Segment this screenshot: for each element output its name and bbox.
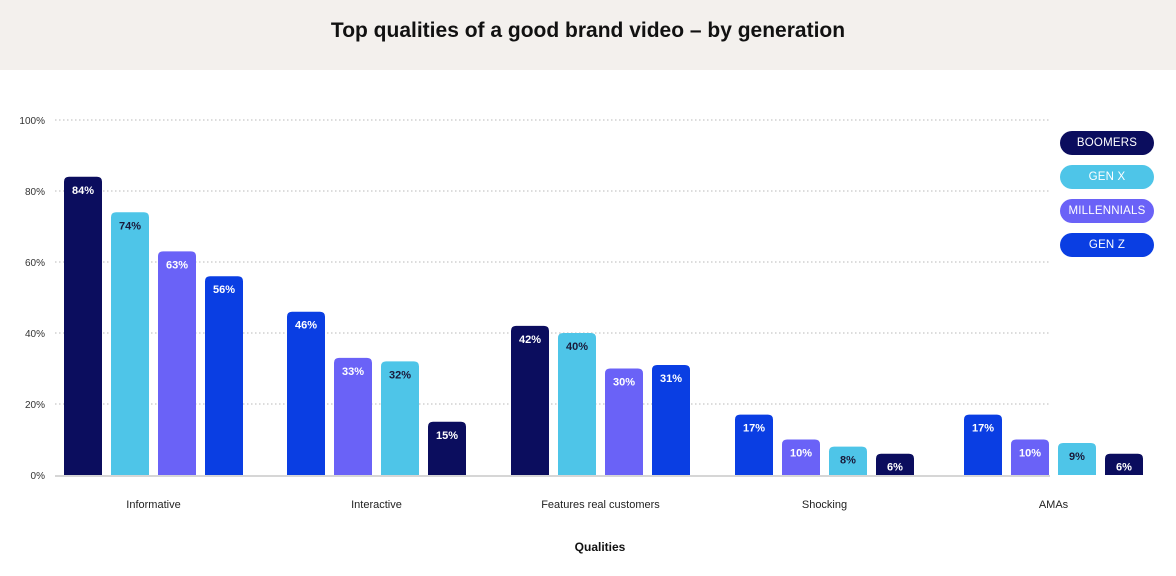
bar: [876, 453, 914, 475]
y-tick-label: 80%: [25, 187, 45, 198]
bar-value-label: 63%: [166, 259, 188, 271]
x-category-label: Informative: [126, 499, 180, 511]
x-category-label: Shocking: [802, 499, 847, 511]
bar-value-label: 17%: [743, 423, 765, 435]
bar: [511, 325, 549, 475]
y-tick-label: 100%: [19, 116, 45, 127]
bar: [158, 251, 196, 475]
y-tick-label: 0%: [31, 471, 46, 482]
x-category-label: Interactive: [351, 499, 402, 511]
bar: [782, 439, 820, 475]
bar-value-label: 6%: [1116, 462, 1132, 474]
bar: [381, 361, 419, 475]
y-tick-label: 60%: [25, 258, 45, 269]
bar-value-label: 6%: [887, 462, 903, 474]
bar-value-label: 74%: [119, 220, 141, 232]
bar-value-label: 10%: [1019, 448, 1041, 460]
x-axis-title: Qualities: [575, 540, 626, 554]
bar-value-label: 32%: [389, 369, 411, 381]
bar: [829, 446, 867, 475]
bar-value-label: 31%: [660, 373, 682, 385]
bar-value-label: 15%: [436, 430, 458, 442]
legend-item: MILLENNIALS: [1060, 199, 1154, 223]
bar-value-label: 8%: [840, 455, 856, 467]
bar-value-label: 17%: [972, 423, 994, 435]
bar: [605, 368, 643, 475]
bar-value-label: 9%: [1069, 451, 1085, 463]
legend-item: BOOMERS: [1060, 131, 1154, 155]
bar: [652, 364, 690, 475]
bar: [558, 333, 596, 475]
bar-value-label: 46%: [295, 320, 317, 332]
bar: [735, 414, 773, 475]
bar-value-label: 84%: [72, 185, 94, 197]
bar-value-label: 33%: [342, 366, 364, 378]
bar: [111, 212, 149, 476]
bar: [205, 276, 243, 475]
x-category-label: Features real customers: [541, 499, 660, 511]
bar-value-label: 30%: [613, 377, 635, 389]
chart-legend: BOOMERS GEN X MILLENNIALS GEN Z: [1060, 131, 1154, 257]
legend-item: GEN Z: [1060, 233, 1154, 257]
bar-value-label: 10%: [790, 448, 812, 460]
bar: [64, 176, 102, 476]
bar-value-label: 40%: [566, 341, 588, 353]
bar: [287, 311, 325, 475]
bar: [1058, 443, 1096, 475]
x-category-label: AMAs: [1039, 499, 1069, 511]
bar-value-label: 42%: [519, 334, 541, 346]
y-tick-label: 20%: [25, 400, 45, 411]
bar: [1105, 453, 1143, 475]
chart-title: Top qualities of a good brand video – by…: [330, 19, 846, 42]
bar: [964, 414, 1002, 475]
legend-item: GEN X: [1060, 165, 1154, 189]
bar: [1011, 439, 1049, 475]
y-tick-label: 40%: [25, 329, 45, 340]
bar-value-label: 56%: [213, 284, 235, 296]
bar: [334, 357, 372, 475]
bar: [428, 421, 466, 475]
chart-header: Top qualities of a good brand video – by…: [0, 0, 1176, 70]
